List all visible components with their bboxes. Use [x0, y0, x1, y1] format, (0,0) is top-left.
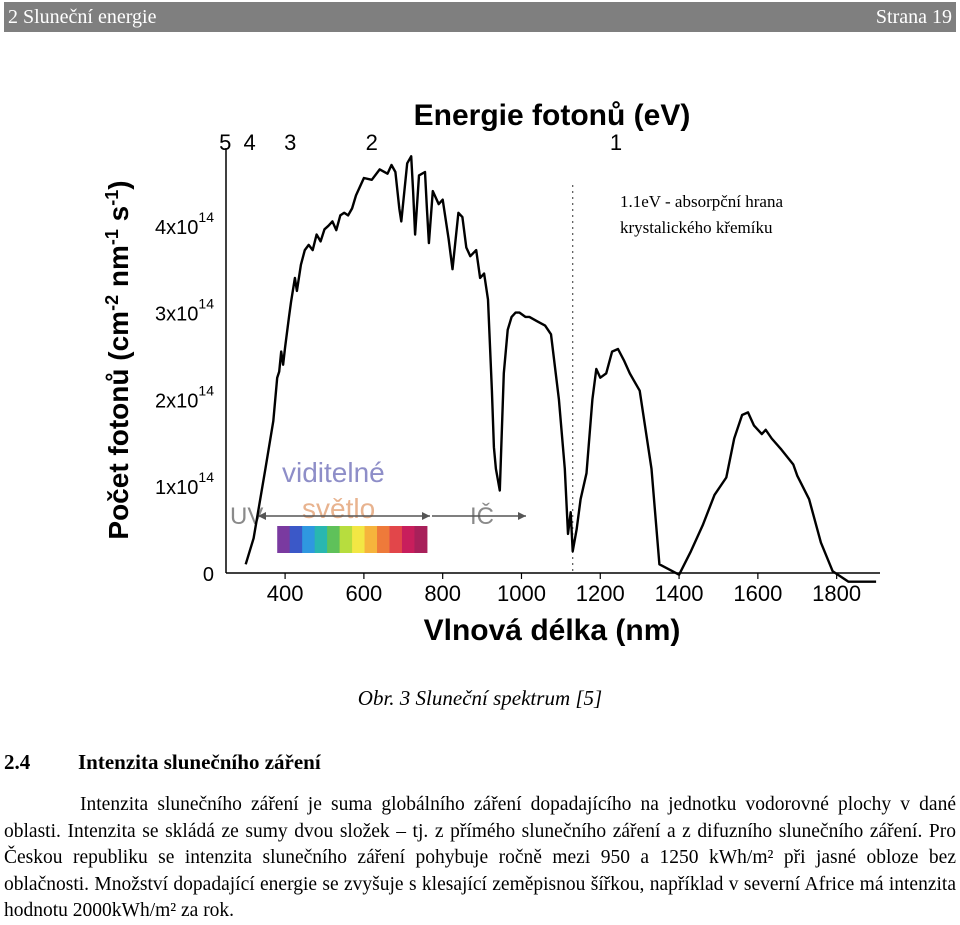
x-tick-label: 1600 — [733, 581, 782, 606]
y-axis-title-part: -1 — [102, 229, 122, 245]
x-tick-label: 800 — [424, 581, 461, 606]
spectrum-line — [244, 155, 877, 583]
spectrum-color-segment — [377, 526, 390, 553]
spectrum-color-segment — [277, 526, 291, 553]
spectrum-color-segment — [352, 526, 366, 553]
x-tick-label: 1400 — [655, 581, 704, 606]
spectrum-color-segment — [302, 526, 316, 553]
y-axis-title-part: Počet fotonů (cm — [103, 311, 134, 540]
y-axis-title-part: s — [103, 206, 134, 229]
top-tick-label: 1 — [610, 130, 622, 155]
y-tick-label: 0 — [203, 564, 214, 586]
page-number: Strana 19 — [875, 6, 952, 28]
y-tick-base: 0 — [203, 564, 214, 586]
solar-spectrum-chart: 400 600 800 1000 1200 1400 1600 1800 5 4 3 2 1Energi… — [102, 99, 880, 647]
y-tick-label: 1x1014 — [155, 469, 214, 499]
spectrum-color-segment — [414, 526, 428, 553]
absorption-edge-annotation: 1.1eV - absorpční hrana — [620, 192, 783, 211]
top-tick-label: 5 — [219, 130, 231, 155]
spectrum-color-segment — [314, 526, 328, 553]
x-tick-label: 600 — [346, 581, 383, 606]
y-tick-label: 4x1014 — [155, 209, 214, 239]
section-title: Intenzita slunečního záření — [78, 750, 321, 774]
y-tick-label: 3x1014 — [155, 296, 214, 326]
x-tick-label: 1000 — [497, 581, 546, 606]
top-tick-label: 4 — [244, 130, 256, 155]
y-tick-base: 2x10 — [155, 390, 198, 412]
y-axis-title: Počet fotonů (cm-2 nm-1 s-1) — [102, 180, 134, 539]
y-tick-label: 2x1014 — [155, 382, 214, 412]
y-tick-base: 1x10 — [155, 477, 198, 499]
y-tick-exponent: 14 — [198, 382, 214, 398]
visible-light-label: viditelné — [282, 457, 385, 488]
spectrum-color-segment — [364, 526, 378, 553]
spectrum-color-segment — [339, 526, 353, 553]
y-tick-base: 3x10 — [155, 304, 198, 326]
spectrum-color-segment — [401, 526, 415, 553]
section-heading: 2.4 Intenzita slunečního záření — [4, 750, 321, 775]
top-tick-label: 2 — [366, 130, 378, 155]
section-number: 2.4 — [4, 750, 31, 774]
x-tick-label: 400 — [267, 581, 304, 606]
absorption-edge-annotation: krystalického křemíku — [620, 218, 773, 237]
y-tick-exponent: 14 — [198, 296, 214, 312]
y-tick-base: 4x10 — [155, 217, 198, 239]
y-axis-title-part: ) — [103, 180, 134, 189]
top-tick-label: 3 — [284, 130, 296, 155]
body-paragraph: Intenzita slunečního záření je suma glob… — [4, 794, 956, 921]
top-axis-title: Energie fotonů (eV) — [414, 99, 691, 132]
chapter-title: 2 Sluneční energie — [8, 6, 157, 28]
spectrum-color-segment — [327, 526, 341, 553]
x-axis-title: Vlnová délka (nm) — [424, 614, 681, 647]
x-tick-label: 1800 — [812, 581, 861, 606]
x-tick-label: 1200 — [576, 581, 625, 606]
visible-light-label: světlo — [302, 493, 375, 524]
figure-caption: Obr. 3 Sluneční spektrum [5] — [357, 686, 603, 710]
y-axis-title-part: -1 — [102, 190, 122, 206]
y-axis-title-part: nm — [103, 245, 134, 295]
ir-arrow-head — [518, 512, 526, 520]
y-axis-title-part: -2 — [102, 295, 122, 311]
y-tick-exponent: 14 — [198, 209, 214, 225]
spectrum-color-segment — [389, 526, 403, 553]
spectrum-color-segment — [289, 526, 303, 553]
page-header: 2 Sluneční energie Strana 19 — [4, 2, 956, 32]
y-tick-exponent: 14 — [198, 469, 214, 485]
